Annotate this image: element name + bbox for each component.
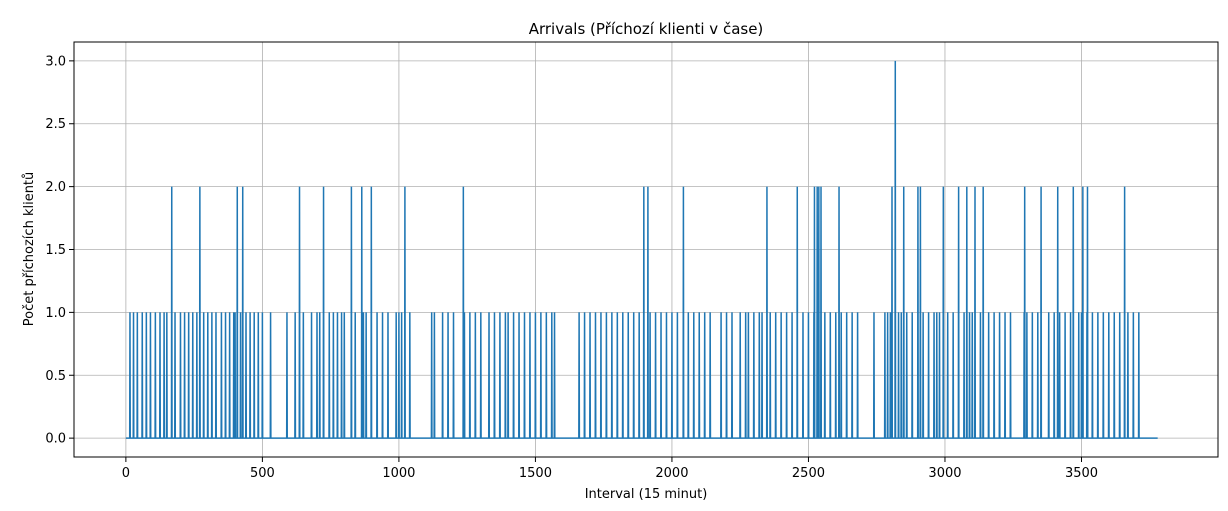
y-axis-ticks: 0.0 0.5 1.0 1.5 2.0 2.5 3.0 [45, 54, 74, 447]
x-axis-ticks: 0 500 1000 1500 2000 2500 3000 3500 [122, 457, 1098, 481]
x-tick-label: 1000 [382, 466, 415, 481]
x-tick-label: 2000 [655, 466, 688, 481]
y-axis-label: Počet příchozích klientů [22, 172, 37, 327]
x-tick-label: 500 [250, 466, 275, 481]
chart-title: Arrivals (Příchozí klienti v čase) [529, 20, 764, 38]
x-tick-label: 3500 [1065, 466, 1098, 481]
x-tick-label: 0 [122, 466, 130, 481]
y-tick-label: 0.5 [45, 369, 66, 384]
x-axis-label: Interval (15 minut) [585, 487, 708, 502]
arrivals-line [125, 60, 1158, 439]
x-tick-label: 1500 [519, 466, 552, 481]
y-tick-label: 0.0 [45, 432, 66, 447]
x-tick-label: 3000 [928, 466, 961, 481]
series-arrivals [125, 60, 1158, 439]
y-tick-label: 1.0 [45, 306, 66, 321]
y-tick-label: 2.0 [45, 180, 66, 195]
y-tick-label: 3.0 [45, 54, 66, 69]
y-tick-label: 2.5 [45, 117, 66, 132]
x-tick-label: 2500 [792, 466, 825, 481]
y-tick-label: 1.5 [45, 243, 66, 258]
